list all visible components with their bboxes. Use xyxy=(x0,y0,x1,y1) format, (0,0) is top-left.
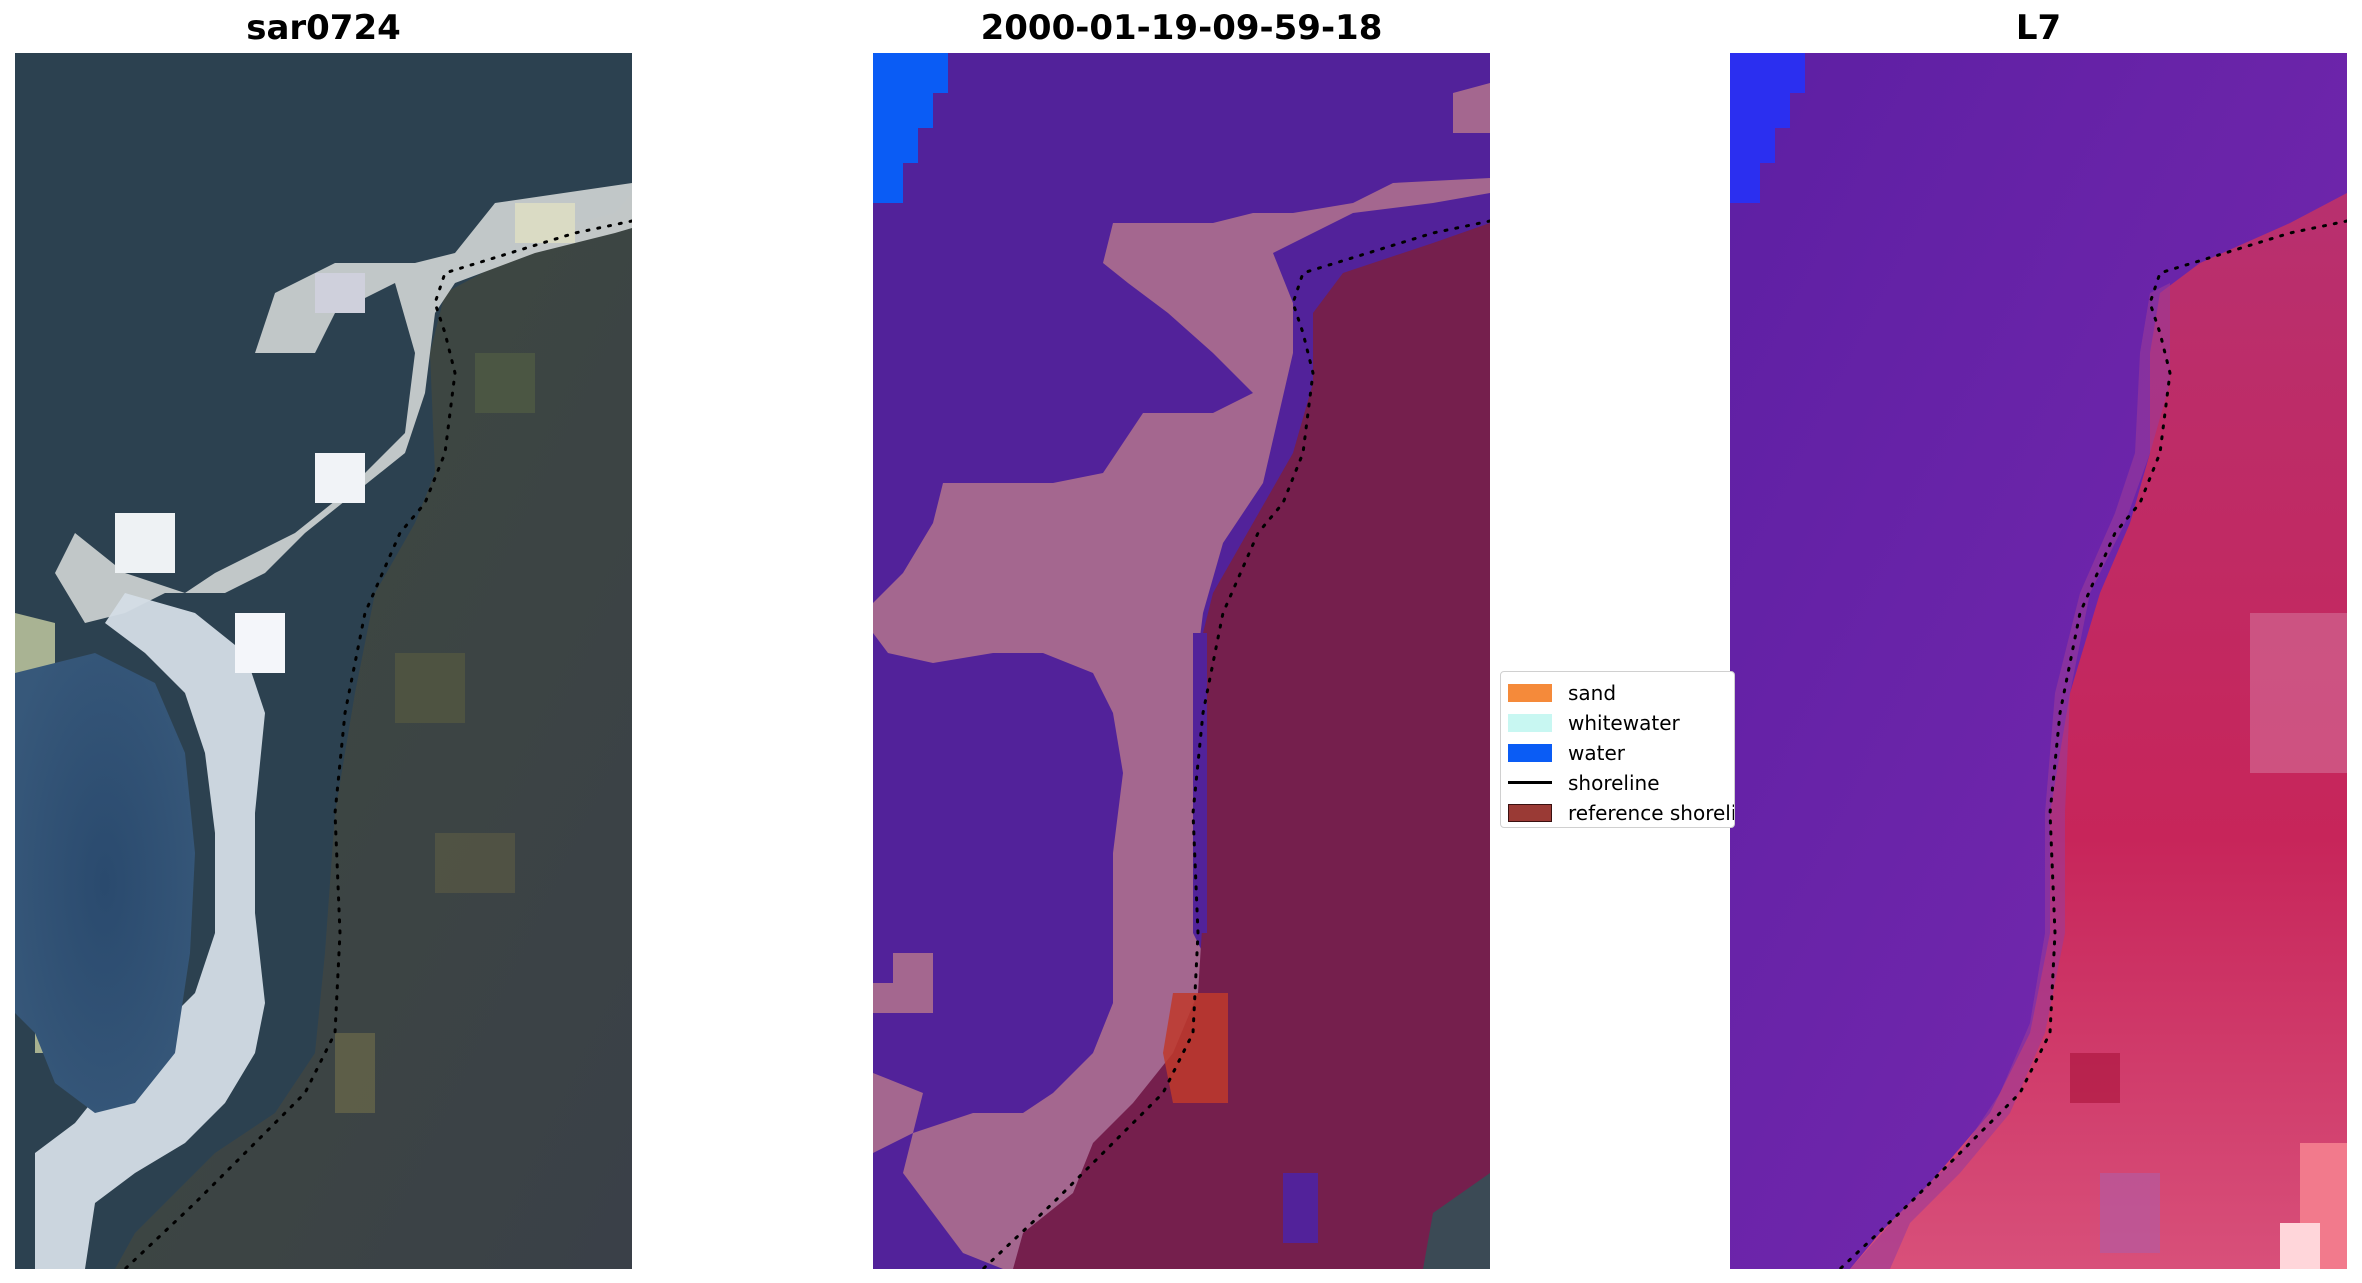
rgb-image xyxy=(15,53,632,1269)
legend: sand whitewater water shoreline referenc… xyxy=(1500,671,1735,828)
legend-swatch-water xyxy=(1508,744,1552,762)
legend-swatch-reference-shoreline-buffer xyxy=(1508,804,1552,822)
legend-label-whitewater: whitewater xyxy=(1568,711,1680,735)
legend-label-sand: sand xyxy=(1568,681,1617,705)
legend-item-water: water xyxy=(1501,739,1734,767)
panel-title-date: 2000-01-19-09-59-18 xyxy=(980,8,1383,48)
legend-swatch-sand xyxy=(1508,684,1552,702)
classified-image-panel xyxy=(873,53,1490,1269)
rgb-image-panel xyxy=(15,53,632,1269)
legend-item-shoreline: shoreline xyxy=(1501,769,1734,797)
legend-item-sand: sand xyxy=(1501,679,1734,707)
panel-title-l7: L7 xyxy=(2015,8,2062,48)
legend-label-reference-shoreline-buffer: reference shoreline buffer xyxy=(1568,801,1734,825)
false-color-image xyxy=(1730,53,2347,1269)
classified-image xyxy=(873,53,1490,1269)
shoreline-dotted xyxy=(123,219,632,1269)
legend-label-water: water xyxy=(1568,741,1625,765)
legend-label-shoreline: shoreline xyxy=(1568,771,1660,795)
legend-swatch-whitewater xyxy=(1508,714,1552,732)
shoreline-dotted xyxy=(1838,219,2347,1269)
legend-line-shoreline xyxy=(1508,781,1552,784)
legend-item-whitewater: whitewater xyxy=(1501,709,1734,737)
panel-title-sar0724: sar0724 xyxy=(246,8,401,48)
shoreline-dotted xyxy=(981,219,1490,1269)
legend-item-reference-shoreline-buffer: reference shoreline buffer xyxy=(1501,799,1734,827)
false-color-image-panel xyxy=(1730,53,2347,1269)
